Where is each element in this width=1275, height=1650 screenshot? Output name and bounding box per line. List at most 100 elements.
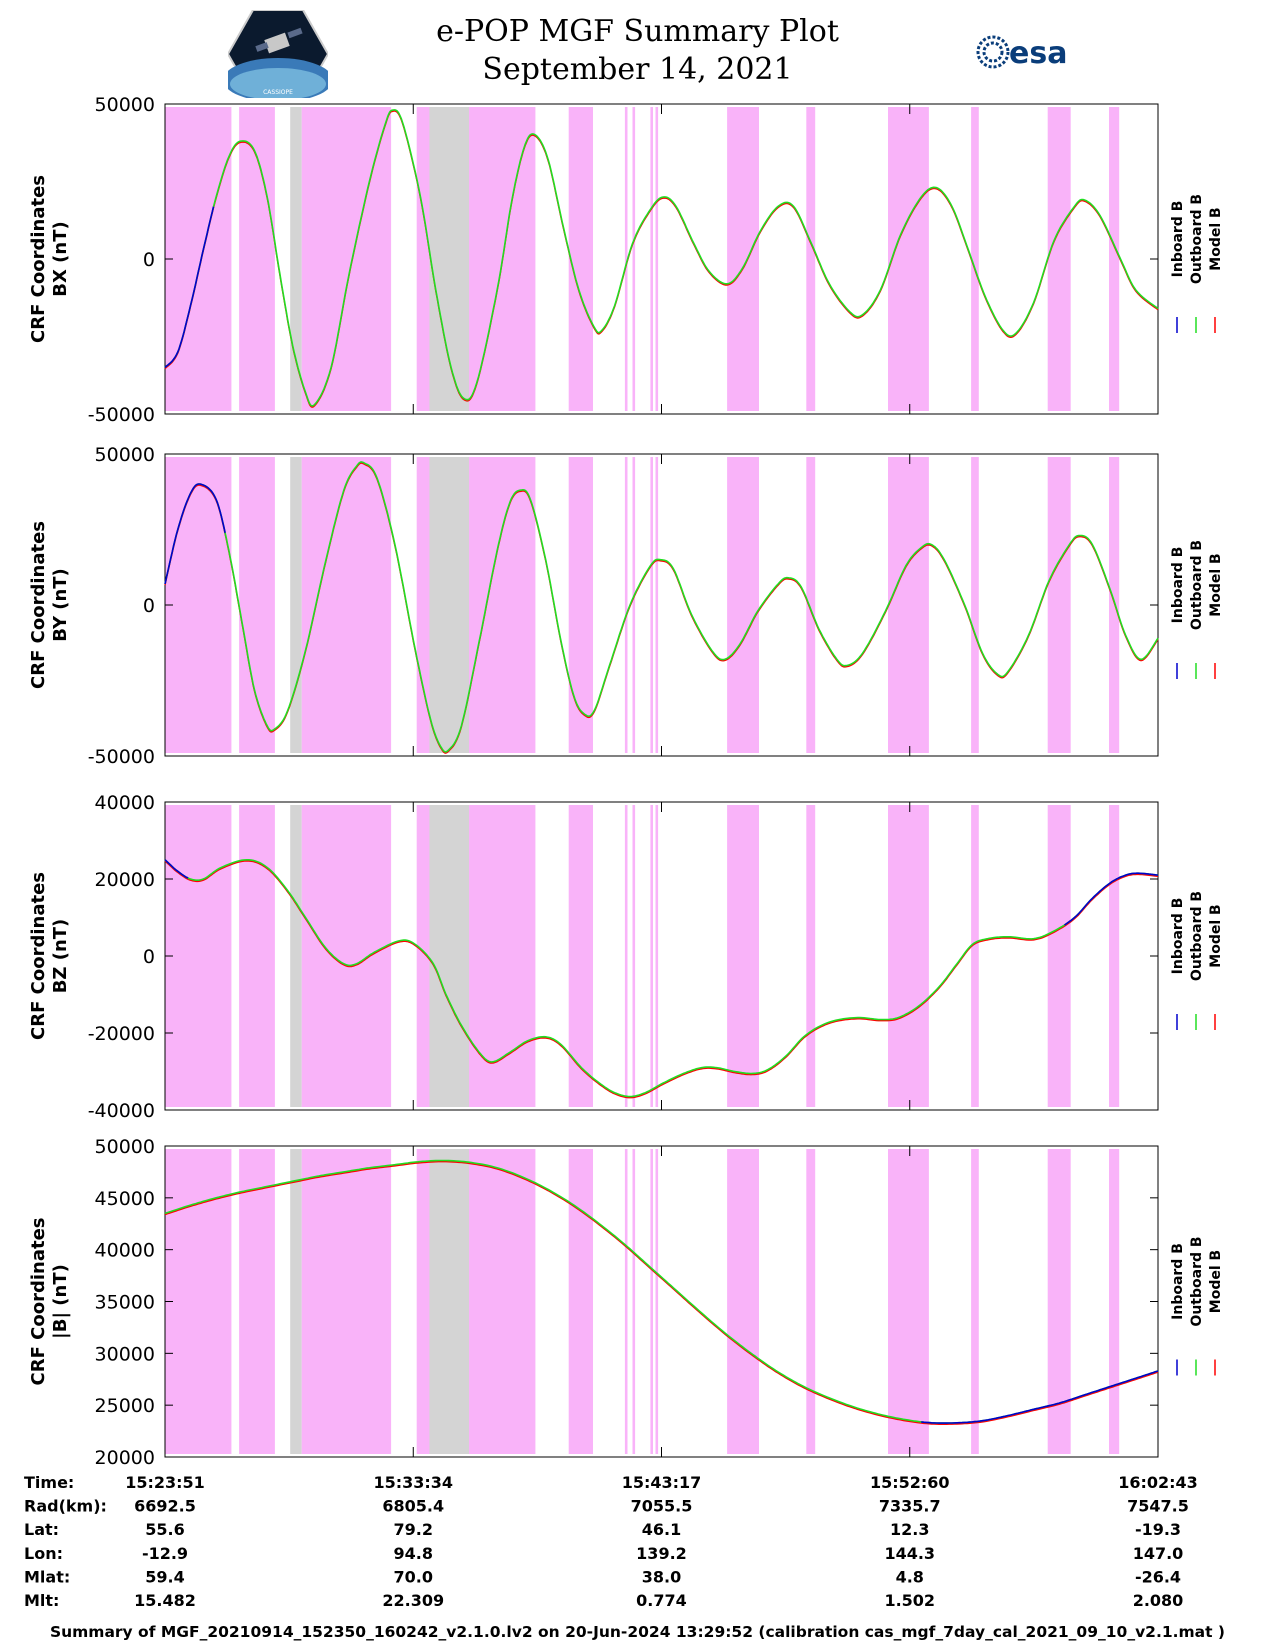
shaded-interval-gray: [429, 805, 469, 1107]
shaded-interval-magenta: [624, 805, 628, 1107]
shaded-interval-magenta: [165, 457, 232, 753]
info-row-label: Lat:: [24, 1520, 59, 1539]
y-axis-label-line2: BX (nT): [50, 221, 71, 296]
shaded-interval-magenta: [239, 1149, 275, 1454]
info-row-label: Time:: [24, 1473, 74, 1492]
info-cell: -19.3: [1135, 1520, 1181, 1539]
shaded-interval-magenta: [1047, 107, 1071, 411]
info-row-label: Rad(km):: [24, 1497, 107, 1516]
shaded-interval-magenta: [469, 805, 536, 1107]
series-inboard-b: [164, 483, 226, 585]
y-tick-label: 50000: [95, 444, 155, 466]
shaded-interval-magenta: [971, 107, 979, 411]
legend-label: Outboard B: [1189, 194, 1205, 284]
shaded-interval-gray: [290, 107, 302, 411]
shaded-interval-magenta: [971, 805, 979, 1107]
y-axis-label-line1: CRF Coordinates: [28, 521, 49, 689]
shaded-interval-magenta: [727, 107, 759, 411]
info-cell: 15:33:34: [373, 1473, 453, 1492]
shaded-interval-magenta: [650, 1149, 653, 1454]
info-cell: 0.774: [636, 1591, 687, 1610]
info-cell: 6692.5: [134, 1497, 196, 1516]
shaded-interval-gray: [290, 805, 302, 1107]
shaded-interval-magenta: [888, 107, 929, 411]
shaded-interval-magenta: [650, 805, 653, 1107]
info-cell: -12.9: [142, 1544, 188, 1563]
info-cell: 94.8: [394, 1544, 433, 1563]
shaded-interval-gray: [429, 107, 469, 411]
shaded-interval-magenta: [1047, 1149, 1071, 1454]
series-model-b: [164, 1161, 1159, 1425]
shaded-interval-magenta: [624, 1149, 628, 1454]
y-tick-label: 25000: [95, 1395, 155, 1417]
y-tick-label: -50000: [88, 746, 155, 768]
shaded-interval-magenta: [239, 457, 275, 753]
shaded-interval-magenta: [632, 457, 636, 753]
shaded-interval-magenta: [632, 107, 636, 411]
legend-label: Outboard B: [1189, 540, 1205, 630]
y-axis-label-line2: |B| (nT): [50, 1264, 71, 1339]
info-cell: 22.309: [382, 1591, 444, 1610]
info-cell: 15:23:51: [125, 1473, 205, 1492]
shaded-interval-magenta: [1109, 107, 1120, 411]
series-outboard-b: [164, 859, 1159, 1098]
info-row-label: Mlat:: [24, 1567, 70, 1586]
legend-label: Inboard B: [1170, 201, 1186, 278]
info-cell: 15:52:60: [870, 1473, 950, 1492]
footer-caption: Summary of MGF_20210914_152350_160242_v2…: [49, 1623, 1226, 1641]
legend-label: Model B: [1208, 207, 1224, 270]
info-cell: 12.3: [890, 1520, 929, 1539]
info-cell: 7547.5: [1127, 1497, 1189, 1516]
shaded-interval-magenta: [650, 457, 653, 753]
info-cell: -26.4: [1135, 1567, 1181, 1586]
shaded-interval-magenta: [727, 457, 759, 753]
shaded-interval-magenta: [806, 457, 816, 753]
y-tick-label: 35000: [95, 1292, 155, 1314]
y-axis-label-line2: BZ (nT): [50, 919, 71, 994]
legend-label: Outboard B: [1189, 891, 1205, 981]
info-row-label: Lon:: [24, 1544, 63, 1563]
shaded-interval-magenta: [568, 457, 593, 753]
y-tick-label: 40000: [95, 792, 155, 814]
y-axis-label-line2: BY (nT): [50, 568, 71, 642]
y-tick-label: 20000: [95, 869, 155, 891]
info-cell: 2.080: [1133, 1591, 1184, 1610]
shaded-interval-magenta: [165, 107, 232, 411]
legend-label: Inboard B: [1170, 547, 1186, 624]
y-tick-label: -50000: [88, 404, 155, 426]
shaded-interval-magenta: [469, 457, 536, 753]
info-cell: 4.8: [896, 1567, 924, 1586]
info-cell: 7335.7: [879, 1497, 941, 1516]
y-tick-label: 0: [143, 249, 155, 271]
y-tick-label: 50000: [95, 1136, 155, 1158]
info-row-label: Mlt:: [24, 1591, 59, 1610]
shaded-interval-magenta: [1109, 805, 1120, 1107]
series-inboard-b: [921, 1370, 1159, 1424]
shaded-interval-magenta: [655, 107, 659, 411]
info-cell: 46.1: [642, 1520, 681, 1539]
shaded-interval-magenta: [1109, 457, 1120, 753]
info-cell: 139.2: [636, 1544, 687, 1563]
info-cell: 15:43:17: [622, 1473, 702, 1492]
series-inboard-b: [1064, 872, 1159, 926]
shaded-interval-magenta: [301, 1149, 392, 1454]
shaded-interval-magenta: [888, 805, 929, 1107]
info-cell: 38.0: [642, 1567, 681, 1586]
y-tick-label: 20000: [95, 1447, 155, 1469]
legend-label: Model B: [1208, 904, 1224, 967]
shaded-interval-magenta: [1047, 805, 1071, 1107]
shaded-interval-magenta: [650, 107, 653, 411]
shaded-interval-gray: [429, 457, 469, 753]
shaded-interval-magenta: [888, 1149, 929, 1454]
shaded-interval-magenta: [469, 1149, 536, 1454]
y-axis-label-line1: CRF Coordinates: [28, 872, 49, 1040]
shaded-interval-gray: [290, 457, 302, 753]
series-inboard-b: [164, 206, 215, 369]
series-outboard-b: [164, 109, 1159, 407]
y-axis-label-line1: CRF Coordinates: [28, 175, 49, 343]
legend-label: Inboard B: [1170, 898, 1186, 975]
info-cell: 15.482: [134, 1591, 196, 1610]
series-model-b: [164, 860, 1159, 1099]
shaded-interval-magenta: [416, 457, 430, 753]
y-tick-label: 40000: [95, 1240, 155, 1262]
